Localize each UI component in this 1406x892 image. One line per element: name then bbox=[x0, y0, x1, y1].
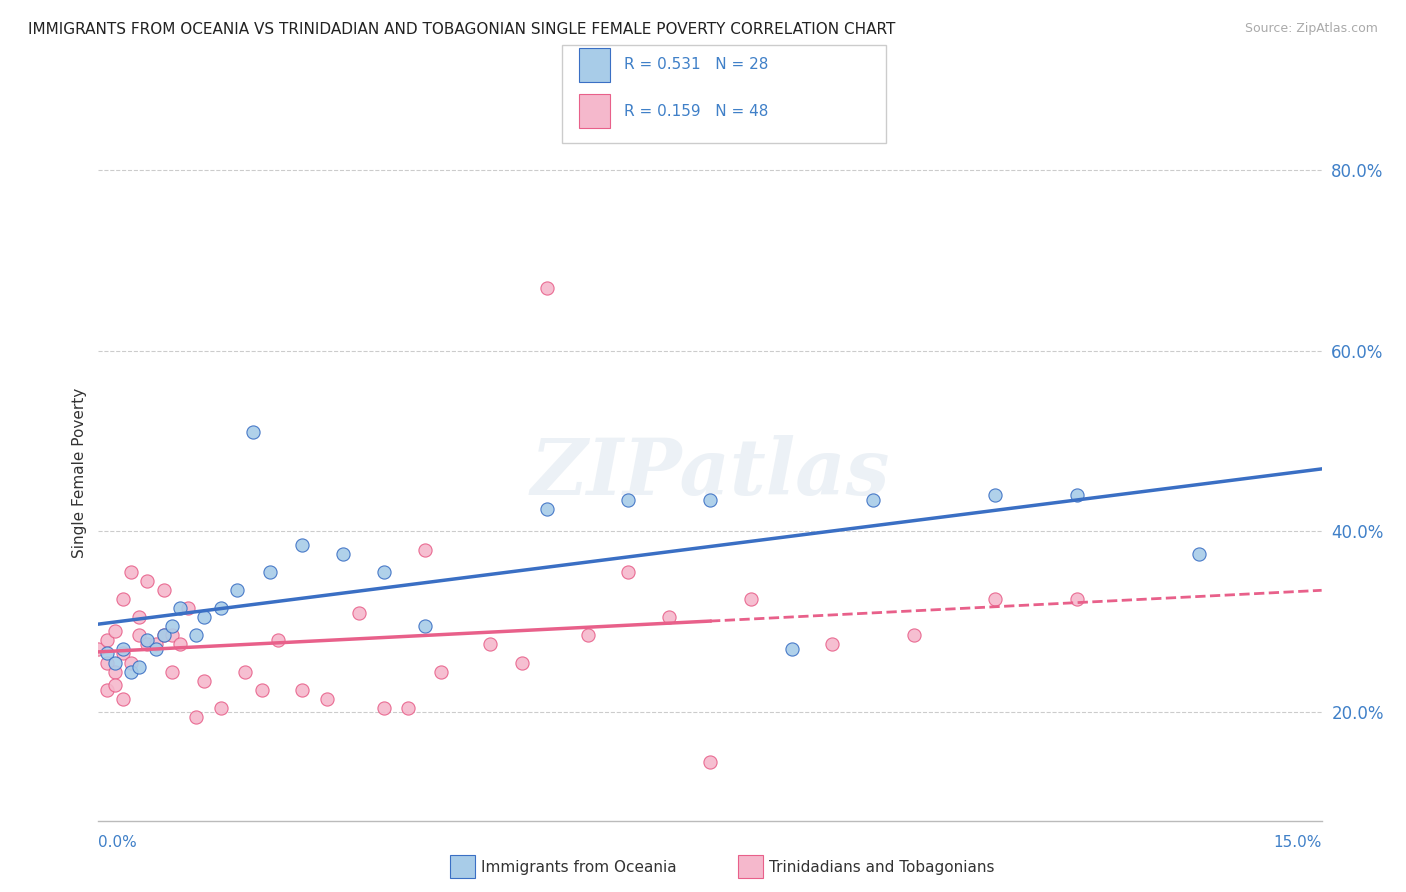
Point bbox=[104, 656, 127, 670]
Point bbox=[373, 700, 395, 714]
Point bbox=[193, 673, 215, 688]
Text: 15.0%: 15.0% bbox=[1274, 836, 1322, 850]
Point bbox=[152, 628, 174, 642]
Point bbox=[267, 632, 290, 647]
Point bbox=[120, 565, 142, 579]
Point bbox=[315, 691, 337, 706]
Point bbox=[862, 492, 884, 507]
Point bbox=[984, 488, 1007, 502]
Point bbox=[226, 583, 249, 598]
Point bbox=[1188, 547, 1211, 561]
Point bbox=[128, 610, 150, 624]
Point bbox=[120, 665, 142, 679]
Point bbox=[111, 647, 134, 661]
Point bbox=[291, 538, 314, 552]
Point bbox=[233, 665, 256, 679]
Point bbox=[617, 492, 640, 507]
Point bbox=[136, 637, 159, 651]
Point bbox=[128, 660, 150, 674]
Point bbox=[413, 542, 436, 557]
Point bbox=[96, 632, 118, 647]
Point bbox=[104, 665, 127, 679]
Text: Immigrants from Oceania: Immigrants from Oceania bbox=[481, 860, 676, 874]
Point bbox=[152, 583, 174, 598]
Text: Trinidadians and Tobagonians: Trinidadians and Tobagonians bbox=[769, 860, 994, 874]
Point bbox=[96, 656, 118, 670]
Point bbox=[193, 610, 215, 624]
Point bbox=[658, 610, 681, 624]
Point bbox=[430, 665, 453, 679]
Point bbox=[111, 642, 134, 657]
Point bbox=[512, 656, 534, 670]
Point bbox=[120, 656, 142, 670]
Point bbox=[169, 637, 191, 651]
Point bbox=[821, 637, 844, 651]
Point bbox=[136, 574, 159, 589]
Point bbox=[160, 665, 183, 679]
Point bbox=[96, 647, 118, 661]
Text: IMMIGRANTS FROM OCEANIA VS TRINIDADIAN AND TOBAGONIAN SINGLE FEMALE POVERTY CORR: IMMIGRANTS FROM OCEANIA VS TRINIDADIAN A… bbox=[28, 22, 896, 37]
Text: Source: ZipAtlas.com: Source: ZipAtlas.com bbox=[1244, 22, 1378, 36]
Point bbox=[536, 280, 558, 294]
Point bbox=[104, 624, 127, 638]
Point bbox=[111, 691, 134, 706]
Point bbox=[242, 425, 264, 439]
Point bbox=[152, 628, 174, 642]
Point bbox=[136, 632, 159, 647]
Point bbox=[617, 565, 640, 579]
Point bbox=[177, 601, 200, 615]
Y-axis label: Single Female Poverty: Single Female Poverty bbox=[72, 388, 87, 558]
Point bbox=[87, 642, 110, 657]
Point bbox=[332, 547, 354, 561]
Text: 0.0%: 0.0% bbox=[98, 836, 138, 850]
Text: R = 0.531   N = 28: R = 0.531 N = 28 bbox=[624, 57, 769, 72]
Point bbox=[169, 601, 191, 615]
Point bbox=[96, 682, 118, 697]
Point bbox=[145, 637, 167, 651]
Point bbox=[478, 637, 501, 651]
Text: ZIPatlas: ZIPatlas bbox=[530, 434, 890, 511]
Point bbox=[104, 678, 127, 692]
Point bbox=[128, 628, 150, 642]
Point bbox=[250, 682, 273, 697]
Point bbox=[373, 565, 395, 579]
Point bbox=[160, 619, 183, 633]
Point bbox=[259, 565, 281, 579]
Point bbox=[984, 592, 1007, 607]
Point bbox=[699, 755, 721, 769]
Point bbox=[413, 619, 436, 633]
Point bbox=[740, 592, 762, 607]
Point bbox=[903, 628, 925, 642]
Point bbox=[291, 682, 314, 697]
Point bbox=[145, 642, 167, 657]
Point bbox=[186, 628, 208, 642]
Point bbox=[536, 502, 558, 516]
Point bbox=[209, 700, 232, 714]
Point bbox=[1066, 488, 1088, 502]
Point bbox=[576, 628, 599, 642]
Point bbox=[396, 700, 419, 714]
Point bbox=[160, 628, 183, 642]
Point bbox=[349, 606, 371, 620]
Point bbox=[780, 642, 803, 657]
Text: R = 0.159   N = 48: R = 0.159 N = 48 bbox=[624, 103, 769, 119]
Point bbox=[209, 601, 232, 615]
Point bbox=[186, 710, 208, 724]
Point bbox=[1066, 592, 1088, 607]
Point bbox=[111, 592, 134, 607]
Point bbox=[699, 492, 721, 507]
